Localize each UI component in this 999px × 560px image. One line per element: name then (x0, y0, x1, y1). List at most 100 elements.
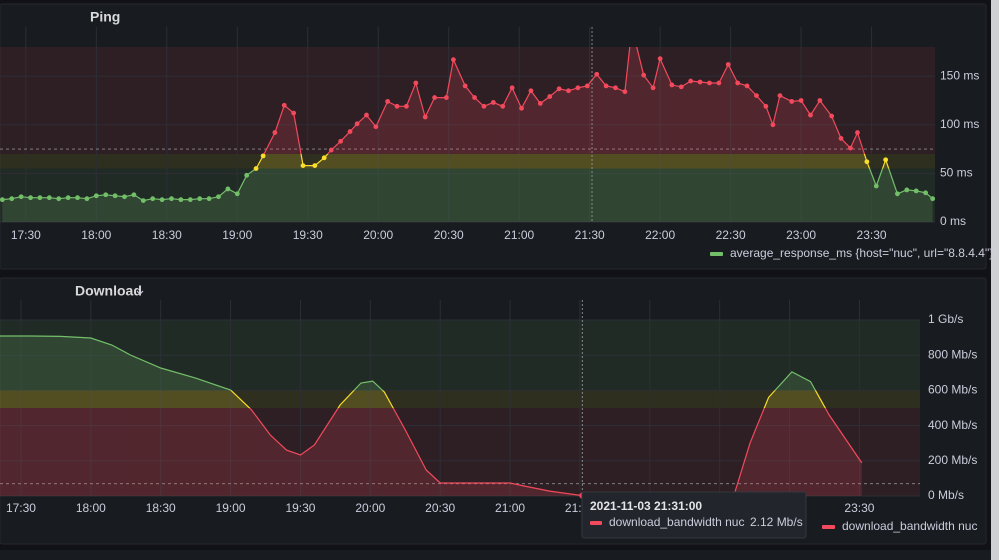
legend-label[interactable]: download_bandwidth nuc (842, 519, 977, 533)
point (28, 195, 33, 201)
point (930, 196, 935, 202)
point (481, 103, 487, 109)
y-tick-label: 600 Mb/s (928, 383, 977, 397)
point (735, 80, 741, 86)
panel (0, 550, 999, 560)
x-tick-label: 17:30 (11, 228, 41, 242)
point (422, 114, 428, 120)
scrollbar[interactable] (991, 0, 999, 560)
x-tick-label: 20:00 (363, 228, 393, 242)
point (312, 163, 318, 169)
point (225, 186, 231, 192)
point (556, 86, 562, 92)
point (770, 122, 776, 128)
point (234, 191, 240, 197)
point (763, 103, 769, 109)
x-tick-label: 21:00 (495, 501, 525, 515)
point (883, 157, 889, 163)
tooltip-value: 2.12 Mb/s (750, 515, 803, 529)
x-tick-label: 22:30 (716, 228, 746, 242)
y-tick-label: 0 ms (940, 214, 966, 228)
point (472, 95, 477, 100)
y-tick-label: 1 Gb/s (928, 312, 963, 326)
point (131, 192, 137, 198)
point (490, 100, 496, 105)
point (913, 188, 919, 194)
x-tick-label: 19:00 (222, 228, 252, 242)
point (9, 196, 15, 202)
point (584, 83, 590, 89)
point (364, 112, 369, 118)
point (613, 85, 618, 91)
point (18, 194, 24, 200)
point (697, 79, 703, 85)
point (650, 85, 656, 91)
point (216, 194, 221, 200)
point (84, 196, 90, 202)
point (443, 95, 449, 100)
point (603, 83, 609, 89)
x-tick-label: 20:00 (355, 501, 385, 515)
point (206, 196, 212, 202)
point (432, 95, 438, 100)
legend-swatch (710, 252, 723, 256)
x-tick-label: 18:00 (81, 228, 111, 242)
point (122, 194, 127, 200)
x-tick-label: 18:30 (146, 501, 176, 515)
point (394, 103, 400, 109)
point (848, 145, 853, 151)
point (808, 112, 813, 118)
x-tick-label: 19:30 (285, 501, 315, 515)
point (272, 130, 278, 135)
point (462, 83, 468, 89)
point (669, 82, 675, 88)
point (0, 197, 5, 203)
point (260, 153, 266, 159)
y-tick-label: 100 ms (940, 117, 979, 131)
point (923, 190, 929, 196)
point (281, 102, 287, 108)
point (688, 78, 694, 84)
point (187, 197, 193, 203)
point (328, 147, 334, 153)
point (244, 172, 250, 178)
point (253, 166, 259, 171)
point (789, 99, 795, 104)
point (895, 191, 900, 197)
point (37, 195, 43, 201)
x-tick-label: 23:30 (857, 228, 887, 242)
point (744, 83, 750, 89)
plot (0, 335, 863, 496)
point (798, 98, 804, 103)
tooltip-box (581, 491, 807, 539)
line (2, 47, 934, 202)
x-tick-label: 23:00 (786, 228, 816, 242)
panel-title[interactable]: Ping (90, 9, 120, 25)
point (829, 113, 835, 119)
point (178, 197, 184, 203)
point (338, 138, 344, 144)
point (566, 88, 571, 94)
ping-chart: 0 ms 50 ms 100 ms 150 ms 17:30 18:00 18:30 19:0… (0, 27, 993, 260)
point (678, 84, 684, 90)
point (385, 99, 391, 104)
x-tick-label: 20:30 (425, 501, 455, 515)
point (622, 89, 628, 95)
panel-title[interactable]: Download (75, 283, 142, 299)
point (904, 187, 910, 193)
x-tick-label: 21:30 (575, 228, 605, 242)
point (817, 98, 823, 103)
point (657, 56, 663, 62)
point (500, 103, 506, 109)
point (103, 192, 109, 198)
legend-label[interactable]: average_response_ms {host="nuc", url="8.… (730, 246, 993, 260)
point (56, 196, 62, 202)
point (725, 62, 731, 67)
point (777, 93, 783, 99)
point (93, 193, 99, 199)
point (855, 130, 860, 135)
menu-chevron[interactable] (136, 290, 144, 295)
x-tick-label: 17:30 (6, 501, 36, 515)
